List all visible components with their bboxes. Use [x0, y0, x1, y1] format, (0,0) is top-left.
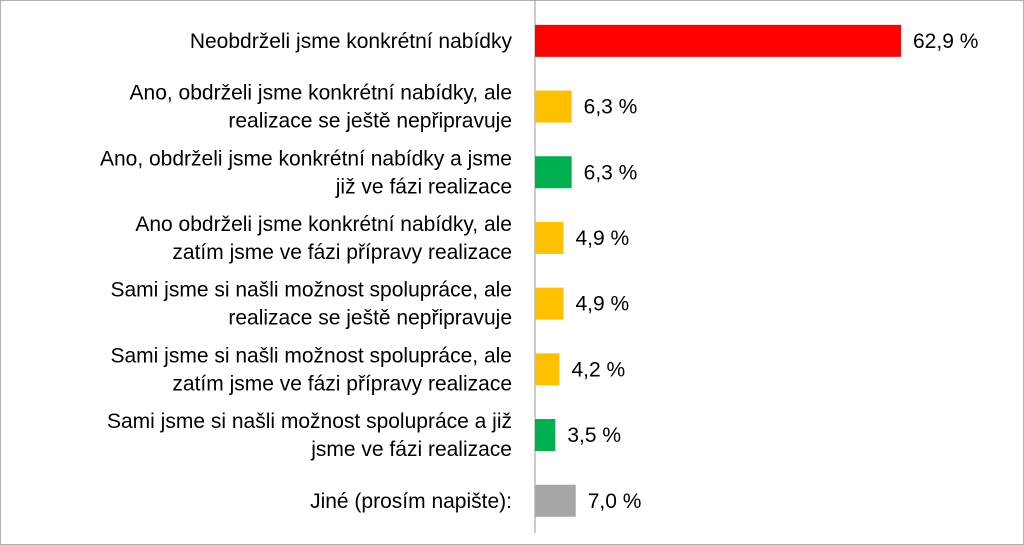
bar-7 [535, 419, 556, 452]
value-label-1: 62,9 % [913, 30, 978, 53]
category-label-6-line-1: Sami jsme si našli možnost spolupráce, a… [110, 344, 512, 367]
category-label-4-line-1: Ano obdrželi jsme konkrétní nabídky, ale [135, 213, 512, 236]
bar-1 [535, 24, 901, 57]
category-label-3: Ano, obdrželi jsme konkrétní nabídky a j… [100, 147, 512, 198]
bar-6 [535, 353, 560, 386]
bar-8 [535, 484, 576, 517]
bar-3 [535, 156, 572, 189]
category-label-2: Ano, obdrželi jsme konkrétní nabídky, al… [130, 82, 512, 133]
category-label-1: Neobdrželi jsme konkrétní nabídky [190, 30, 513, 53]
bar-4 [535, 221, 564, 254]
category-label-2-line-1: Ano, obdrželi jsme konkrétní nabídky, al… [130, 82, 512, 105]
value-label-4: 4,9 % [576, 227, 630, 250]
category-label-7-line-1: Sami jsme si našli možnost spolupráce a … [107, 410, 512, 433]
category-label-6-line-2: zatím jsme ve fázi přípravy realizace [172, 372, 512, 395]
category-label-7-line-2: jsme ve fázi realizace [310, 438, 512, 461]
bar-5 [535, 287, 564, 320]
category-label-4-line-2: zatím jsme ve fázi přípravy realizace [172, 241, 512, 264]
category-labels-group: Neobdrželi jsme konkrétní nabídky Ano, ob… [100, 30, 513, 513]
category-label-6: Sami jsme si našli možnost spolupráce, a… [110, 344, 512, 395]
category-label-7: Sami jsme si našli možnost spolupráce a … [107, 410, 512, 461]
bars-group [535, 24, 901, 517]
value-label-2: 6,3 % [584, 96, 638, 119]
category-label-1-line-1: Neobdrželi jsme konkrétní nabídky [190, 30, 513, 53]
bar-2 [535, 90, 572, 123]
category-label-5-line-1: Sami jsme si našli možnost spolupráce, a… [110, 279, 512, 302]
value-labels-group: 62,9 % 6,3 % 6,3 % 4,9 % 4,9 % 4,2 % 3,5 % 7,0 … [567, 30, 978, 513]
category-label-3-line-1: Ano, obdrželi jsme konkrétní nabídky a j… [100, 147, 512, 170]
category-label-5-line-2: realizace se ještě nepřipravuje [228, 307, 512, 330]
value-label-3: 6,3 % [584, 161, 638, 184]
category-label-5: Sami jsme si našli možnost spolupráce, a… [110, 279, 512, 330]
category-label-8-line-1: Jiné (prosím napište): [310, 490, 512, 513]
value-label-7: 3,5 % [567, 424, 621, 447]
value-label-5: 4,9 % [576, 293, 630, 316]
category-label-3-line-2: již ve fázi realizace [335, 175, 512, 198]
category-label-4: Ano obdrželi jsme konkrétní nabídky, ale… [135, 213, 512, 264]
value-label-8: 7,0 % [588, 490, 642, 513]
category-label-8: Jiné (prosím napište): [310, 490, 512, 513]
category-label-2-line-2: realizace se ještě nepřipravuje [228, 110, 512, 133]
value-label-6: 4,2 % [571, 358, 625, 381]
